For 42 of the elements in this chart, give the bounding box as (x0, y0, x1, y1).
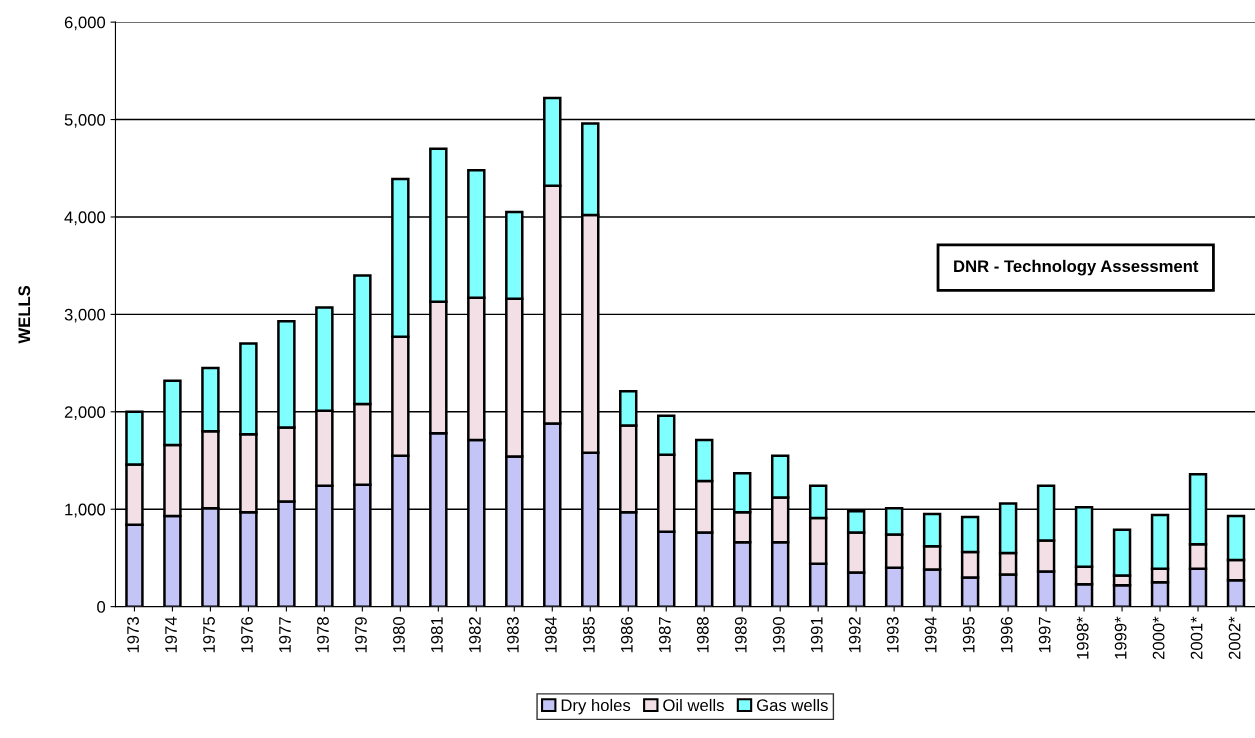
y-tick-label: 2,000 (64, 406, 106, 420)
x-tick-label: 1987 (658, 617, 671, 653)
x-tick-label: 1980 (393, 617, 405, 653)
x-tick-label: 2001* (1190, 616, 1203, 660)
y-tick-label: 6,000 (64, 16, 106, 31)
legend-label: Gas wells (757, 698, 828, 712)
x-tick-label: 1977 (279, 617, 291, 653)
x-tick-label: 1992 (848, 617, 861, 653)
x-tick-label: 1979 (355, 617, 367, 653)
x-tick-label: 1978 (317, 617, 329, 653)
x-tick-label: 1976 (241, 617, 253, 653)
x-tick-label: 1981 (431, 617, 443, 653)
x-tick-label: 1986 (620, 617, 633, 653)
x-tick-label: 1982 (468, 617, 481, 653)
x-tick-label: 1988 (696, 617, 709, 653)
x-tick-label: 1973 (127, 617, 139, 653)
x-tick-label: 1991 (810, 617, 823, 653)
x-tick-label: 1999* (1114, 616, 1127, 659)
legend-label: Dry holes (561, 698, 631, 715)
y-tick-label: 1,000 (65, 503, 106, 518)
x-tick-label: 1984 (544, 616, 557, 653)
y-tick-label: 5,000 (64, 113, 106, 128)
y-tick-label: 3,000 (64, 308, 106, 323)
x-tick-label: 1998* (1076, 616, 1089, 659)
x-tick-label: 1996 (1000, 617, 1013, 653)
annotation: DNR - Technology Assessment (954, 259, 1199, 276)
x-tick-label: 1985 (582, 617, 595, 653)
x-tick-label: 2002* (1228, 616, 1241, 660)
x-tick-label: 1989 (734, 617, 747, 653)
legend-label: Oil wells (663, 698, 724, 712)
x-tick-label: 1993 (886, 617, 899, 653)
y-tick-label: 4,000 (64, 211, 106, 226)
x-tick-label: 2000* (1152, 616, 1165, 660)
x-tick-label: 1995 (962, 617, 975, 653)
y-axis-title: WELLS (18, 285, 31, 344)
x-tick-label: 1990 (772, 617, 785, 653)
x-tick-label: 1983 (506, 617, 519, 653)
x-tick-label: 1994 (924, 616, 937, 653)
x-tick-label: 1975 (203, 617, 215, 653)
x-tick-label: 1974 (165, 616, 177, 653)
y-tick-label: 0 (97, 601, 106, 613)
x-tick-label: 1997 (1038, 617, 1051, 653)
